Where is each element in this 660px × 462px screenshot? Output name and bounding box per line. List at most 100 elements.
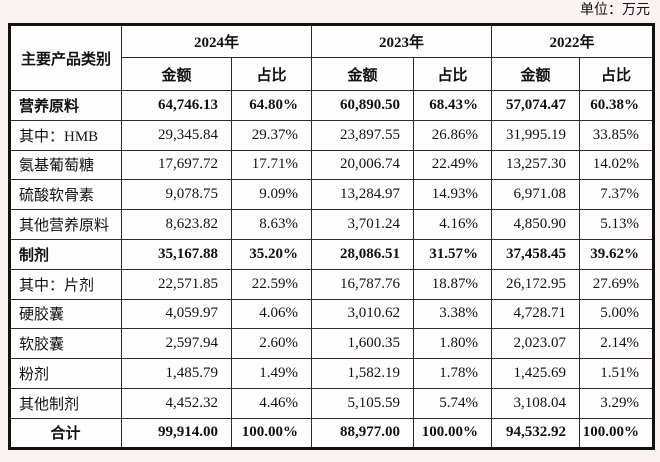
row-value: 2.60% [230,328,313,360]
row-value: 3,010.62 [311,298,415,330]
row-value: 22,571.85 [121,268,232,300]
row-value: 13,257.30 [491,149,581,181]
table-row: 其中：片剂 22,571.85 22.59% 16,787.76 18.87% … [9,268,655,300]
row-value: 9.09% [230,179,313,211]
row-value: 17.71% [230,149,313,181]
year-header-2024: 2024年 [120,24,313,58]
row-value: 5,105.59 [311,387,415,419]
row-value: 26.86% [413,119,493,151]
row-value: 1,485.79 [121,358,232,389]
row-value: 94,532.92 [491,417,581,449]
row-value: 2,023.07 [491,328,581,360]
row-value: 4.16% [413,209,493,240]
ratio-header-2023: 占比 [413,57,493,91]
subheader-row: 金额 占比 金额 占比 金额 占比 [10,57,655,91]
row-label: 硬胶囊 [9,298,122,330]
table-row: 营养原料 64,746.13 64.80% 60,890.50 68.43% 5… [9,90,655,121]
row-value: 2,597.94 [121,328,232,360]
row-value: 16,787.76 [311,268,415,300]
row-value: 17,697.72 [121,149,232,181]
row-label: 制剂 [9,238,122,270]
row-value: 4,452.32 [121,387,232,419]
product-category-table: 主要产品类别 2024年 2023年 2022年 金额 占比 金额 占比 金额 … [8,23,656,450]
year-header-2023: 2023年 [311,24,493,58]
row-value: 4,728.71 [491,298,581,330]
row-value: 64,746.13 [121,90,232,121]
table-row: 其中：HMB 29,345.84 29.37% 23,897.55 26.86%… [9,119,655,151]
table-row: 氨基葡萄糖 17,697.72 17.71% 20,006.74 22.49% … [9,149,655,181]
row-label: 合计 [9,417,122,449]
row-value: 35.20% [230,238,313,270]
row-value: 8.63% [230,209,313,240]
row-value: 100.00% [230,417,313,449]
row-value: 5.13% [579,209,655,240]
row-value: 37,458.45 [491,238,581,270]
row-label: 其中：HMB [9,119,122,151]
row-value: 31.57% [413,238,493,270]
row-value: 31,995.19 [491,119,581,151]
table-row: 合计 99,914.00 100.00% 88,977.00 100.00% 9… [9,417,655,449]
row-value: 22.49% [413,149,493,181]
year-header-row: 主要产品类别 2024年 2023年 2022年 [9,24,655,91]
row-value: 4.46% [230,387,313,419]
row-value: 4.06% [230,298,313,330]
ratio-header-2024: 占比 [230,57,313,91]
table-row: 其他制剂 4,452.32 4.46% 5,105.59 5.74% 3,108… [9,387,655,419]
row-value: 33.85% [579,119,655,151]
row-label: 氨基葡萄糖 [9,149,122,181]
row-label: 其他营养原料 [9,209,122,240]
amount-header-2024: 金额 [121,57,232,91]
year-header-2022: 2022年 [491,24,655,58]
row-value: 9,078.75 [121,179,232,211]
row-value: 3.38% [413,298,493,330]
row-label: 其他制剂 [9,387,122,419]
row-value: 22.59% [230,268,313,300]
table-row: 其他营养原料 8,623.82 8.63% 3,701.24 4.16% 4,8… [9,209,655,240]
row-value: 4,059.97 [121,298,232,330]
row-value: 23,897.55 [311,119,415,151]
row-value: 6,971.08 [491,179,581,211]
row-value: 60.38% [579,90,655,121]
row-value: 29,345.84 [121,119,232,151]
row-value: 100.00% [579,417,655,449]
amount-header-2023: 金额 [311,57,415,91]
row-label: 营养原料 [9,90,122,121]
row-value: 3,108.04 [491,387,581,419]
row-value: 13,284.97 [311,179,415,211]
row-value: 26,172.95 [491,268,581,300]
row-label: 硫酸软骨素 [9,179,122,211]
row-value: 27.69% [579,268,655,300]
row-value: 88,977.00 [311,417,415,449]
table-row: 软胶囊 2,597.94 2.60% 1,600.35 1.80% 2,023.… [9,328,655,360]
table-body: 营养原料 64,746.13 64.80% 60,890.50 68.43% 5… [9,90,655,449]
row-value: 29.37% [230,119,313,151]
row-value: 18.87% [413,268,493,300]
row-label: 其中：片剂 [9,268,122,300]
row-value: 68.43% [413,90,493,121]
category-column-header: 主要产品类别 [9,24,122,91]
amount-header-2022: 金额 [491,57,581,91]
row-label: 软胶囊 [9,328,122,360]
row-value: 99,914.00 [121,417,232,449]
row-value: 35,167.88 [121,238,232,270]
row-value: 5.74% [413,387,493,419]
row-value: 14.02% [579,149,655,181]
row-value: 3.29% [579,387,655,419]
row-value: 1,582.19 [311,358,415,389]
row-value: 100.00% [413,417,493,449]
row-value: 8,623.82 [121,209,232,240]
row-value: 60,890.50 [311,90,415,121]
row-value: 64.80% [230,90,313,121]
row-value: 1.80% [413,328,493,360]
row-value: 7.37% [579,179,655,211]
row-value: 1.49% [230,358,313,389]
row-value: 2.14% [579,328,655,360]
row-value: 14.93% [413,179,493,211]
row-value: 20,006.74 [311,149,415,181]
ratio-header-2022: 占比 [579,57,655,91]
table-row: 粉剂 1,485.79 1.49% 1,582.19 1.78% 1,425.6… [9,358,655,389]
row-value: 4,850.90 [491,209,581,240]
table-row: 制剂 35,167.88 35.20% 28,086.51 31.57% 37,… [9,238,655,270]
row-value: 5.00% [579,298,655,330]
row-value: 1,600.35 [311,328,415,360]
